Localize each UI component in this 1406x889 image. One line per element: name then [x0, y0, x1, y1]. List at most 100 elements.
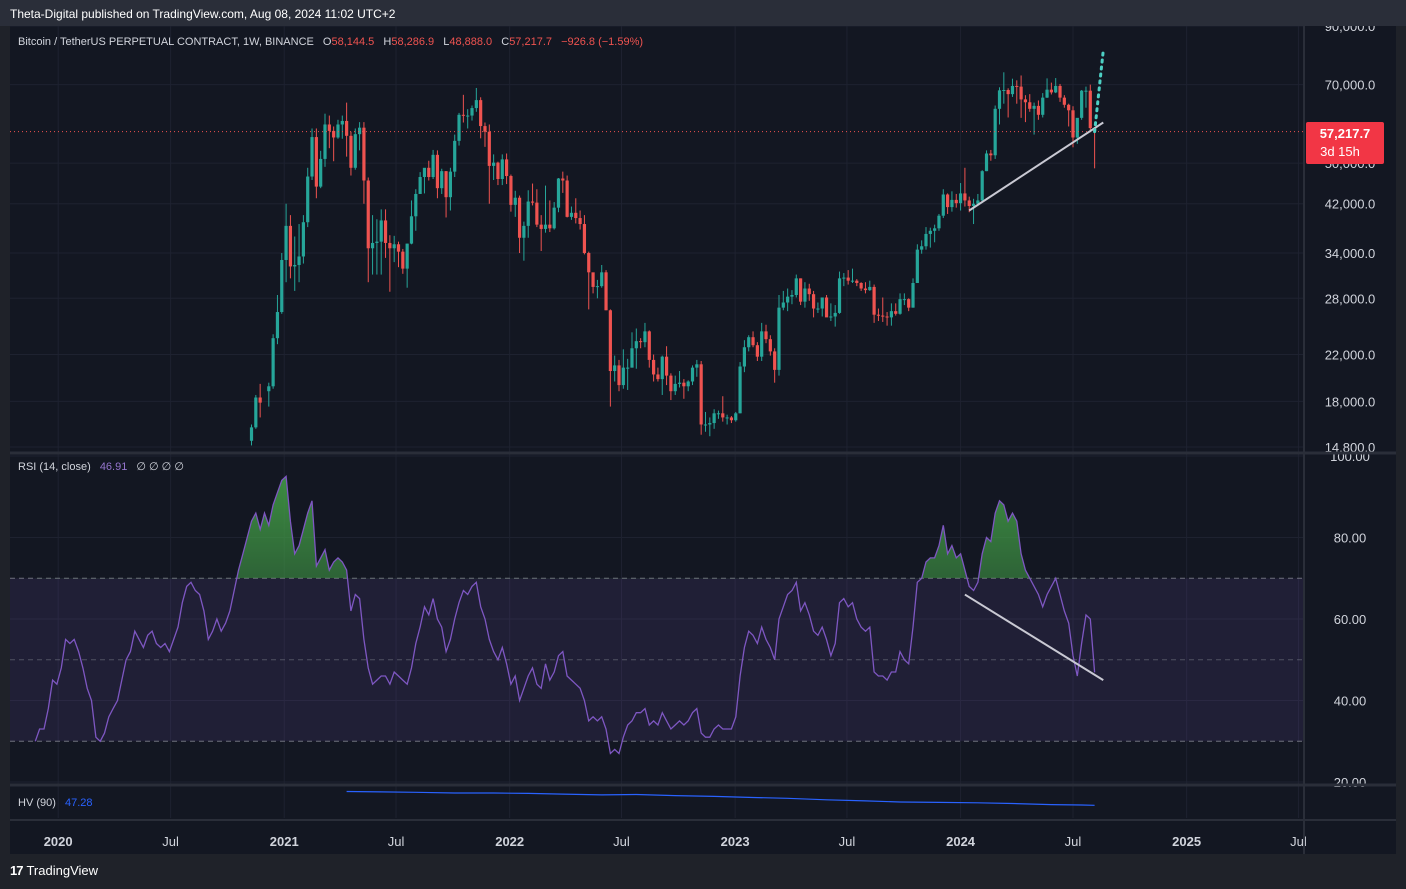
candle-body — [621, 367, 625, 386]
candle-body — [409, 216, 414, 244]
candle-body — [435, 154, 440, 189]
candle-body — [1028, 102, 1032, 109]
candle-body — [323, 124, 327, 159]
candle-body — [267, 386, 271, 392]
grid-lines — [10, 26, 1304, 818]
rsi-legend: RSI (14, close) 46.91 ∅ ∅ ∅ ∅ — [18, 461, 184, 473]
candle-body — [837, 278, 842, 313]
candle-body — [868, 286, 872, 291]
change-value: −926.8 (−1.59%) — [561, 36, 643, 48]
price-axis-label: 22,000.0 — [1325, 348, 1376, 363]
x-axis-label: Jul — [1290, 834, 1307, 849]
candle-body — [699, 364, 703, 425]
candle-body — [1015, 85, 1019, 87]
rsi-pane[interactable] — [34, 475, 1096, 755]
candle-body — [863, 288, 868, 291]
candle-body — [457, 114, 461, 141]
symbol-name: Bitcoin / TetherUS PERPETUAL CONTRACT, 1… — [18, 36, 314, 48]
candle-body — [824, 297, 829, 318]
rsi-label: RSI (14, close) — [18, 461, 91, 473]
candle-body — [595, 286, 599, 288]
drawing-overlays[interactable] — [964, 49, 1105, 681]
open-label: O — [323, 36, 332, 48]
candle-body — [1010, 85, 1015, 95]
candle-body — [920, 246, 924, 250]
candle-body — [383, 220, 388, 243]
candle-body — [907, 299, 911, 308]
price-tag-box — [1306, 122, 1384, 164]
candle-body — [980, 171, 984, 201]
price-axis-label: 14,800.0 — [1325, 440, 1376, 455]
rsi-axis-label: 100.00 — [1330, 449, 1370, 464]
candle-body — [1019, 86, 1023, 100]
candle-body — [850, 280, 855, 282]
tradingview-logo[interactable]: 17 TradingView — [10, 863, 98, 878]
candle-body — [712, 413, 716, 424]
candle-body — [626, 367, 630, 369]
candle-body — [721, 413, 725, 418]
candle-body — [319, 158, 323, 187]
candle-body — [846, 277, 850, 281]
tradingview-logo-mark: 17 — [10, 863, 24, 878]
candle-body — [427, 167, 431, 178]
open-value: 58,144.5 — [331, 36, 374, 48]
candle-body — [543, 224, 548, 229]
candle-body — [946, 194, 950, 208]
candle-body — [747, 337, 751, 348]
candle-body — [487, 131, 491, 166]
candle-body — [535, 202, 539, 225]
candle-body — [336, 124, 340, 138]
chart-frame[interactable]: 2020 Jul 2021 Jul 2022 Jul 2023 Jul 2024 Jul 2025 J… — [10, 26, 1396, 854]
candle-body — [673, 383, 677, 392]
candle-body — [1054, 85, 1058, 93]
x-axis-label: Jul — [388, 834, 405, 849]
candle-body — [760, 331, 764, 357]
candle-body — [686, 381, 690, 387]
candle-body — [833, 312, 837, 317]
candle-body — [474, 100, 478, 109]
candle-body — [695, 364, 699, 368]
candle-body — [725, 417, 729, 419]
candle-body — [548, 224, 552, 229]
chart-svg[interactable]: 2020 Jul 2021 Jul 2022 Jul 2023 Jul 2024 Jul 2025 J… — [10, 26, 1396, 854]
price-trendline — [968, 121, 1104, 212]
price-pane[interactable] — [10, 72, 1304, 446]
candle-body — [794, 278, 798, 295]
candle-body — [690, 367, 695, 382]
high-label: H — [383, 36, 391, 48]
candle-body — [997, 90, 1002, 109]
candle-body — [1080, 90, 1084, 118]
candle-body — [587, 253, 591, 273]
candle-body — [742, 347, 746, 367]
candle-body — [768, 339, 772, 352]
candle-body — [630, 348, 634, 368]
candle-body — [1088, 90, 1092, 129]
candle-body — [677, 382, 682, 384]
candle-body — [993, 108, 997, 156]
candle-body — [345, 120, 349, 136]
rsi-axis-label: 60.00 — [1334, 612, 1367, 627]
hv-pane[interactable] — [346, 790, 1095, 806]
candle-body — [984, 153, 989, 172]
candle-body — [418, 177, 422, 194]
hv-value: 47.28 — [65, 797, 93, 809]
candle-body — [859, 282, 863, 289]
candle-body — [600, 272, 604, 287]
candle-body — [786, 296, 790, 303]
candle-body — [565, 180, 569, 217]
price-axis-label: 34,000.0 — [1325, 246, 1376, 261]
candle-body — [1071, 110, 1075, 138]
candle-body — [288, 225, 293, 267]
candle-body — [608, 310, 612, 372]
close-value: 57,217.7 — [509, 36, 552, 48]
candle-body — [444, 171, 448, 198]
candle-body — [976, 200, 980, 204]
candle-body — [1006, 90, 1010, 95]
x-axis-label: 2025 — [1172, 834, 1201, 849]
x-axis-label: 2021 — [270, 834, 299, 849]
candle-body — [275, 312, 280, 339]
candle-body — [1067, 104, 1071, 111]
candle-body — [509, 176, 513, 205]
candle-body — [280, 259, 284, 313]
rsi-band-background — [10, 577, 1304, 742]
